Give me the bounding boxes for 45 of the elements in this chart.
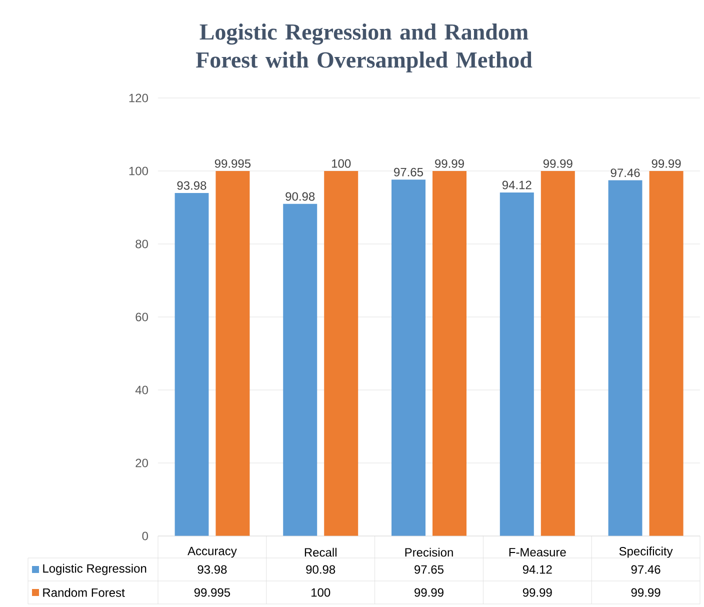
text: 100 (332, 159, 351, 168)
bar (174, 192, 209, 536)
x-tick-label: Recall (304, 548, 336, 557)
text: 99.99 (543, 159, 572, 168)
y-tick-label: 20 (136, 458, 148, 468)
y-tick-label: 0 (142, 532, 148, 540)
legend-label: Random Forest (43, 588, 125, 597)
data-label: 99.99 (414, 588, 444, 597)
text: 97.46 (610, 168, 640, 178)
text: 94.12 (502, 180, 532, 190)
y-tick-label: 60 (136, 312, 148, 322)
text: 99.99 (435, 159, 464, 168)
bar (392, 180, 426, 536)
data-label: 97.65 (414, 565, 444, 574)
text: 99.99 (652, 159, 681, 168)
text: 97.65 (394, 168, 424, 176)
bar (649, 171, 684, 536)
bar (608, 180, 642, 536)
data-label: 97.46 (631, 565, 660, 574)
text: 93.98 (177, 181, 206, 190)
text: 99.995 (214, 159, 251, 168)
legend-label: Logistic Regression (43, 564, 146, 576)
data-label: 90.98 (306, 565, 336, 574)
y-tick-label: 120 (129, 94, 148, 102)
x-tick-label: Specificity (619, 546, 673, 558)
y-tick-label: 80 (136, 240, 148, 248)
bar (540, 171, 575, 536)
x-tick-label: Precision (405, 548, 453, 557)
data-label: 100 (312, 588, 330, 597)
data-label: 94.12 (522, 565, 552, 574)
data-label: 99.995 (194, 588, 230, 597)
bar (216, 171, 250, 536)
x-tick-label: Accuracy (188, 546, 237, 558)
x-tick-label: F-Measure (509, 548, 566, 556)
bar (283, 204, 318, 536)
bar (324, 170, 358, 536)
text: 90.98 (286, 192, 315, 201)
bar (432, 171, 466, 536)
data-label: 99.99 (631, 588, 660, 597)
data-label: 99.99 (522, 588, 552, 597)
data-label: 93.98 (198, 565, 227, 574)
y-tick-label: 100 (129, 166, 148, 176)
bar (500, 192, 534, 536)
chart-title: Logistic Regression and Random Forest with Oversampled Method (196, 24, 532, 72)
y-tick-label: 40 (135, 386, 148, 394)
